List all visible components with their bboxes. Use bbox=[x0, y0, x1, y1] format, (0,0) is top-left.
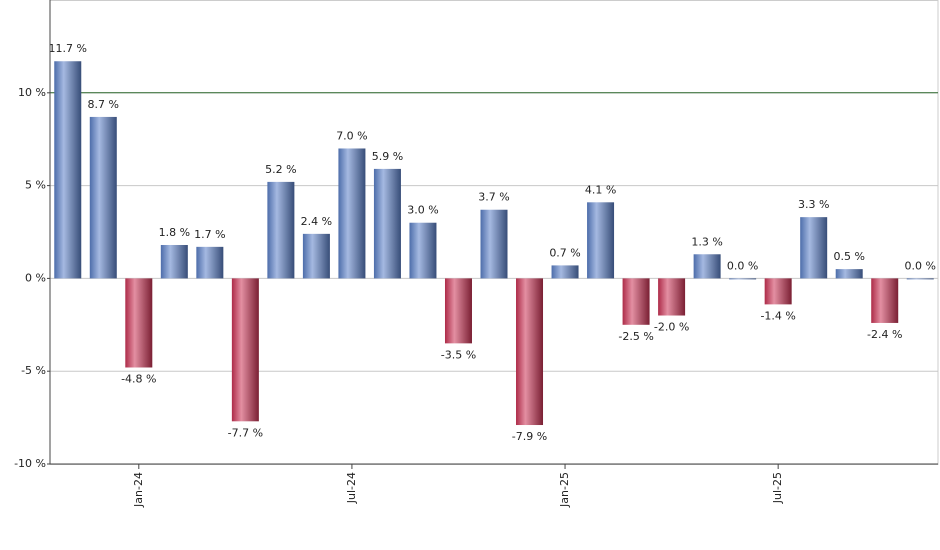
y-tick-label: 0 % bbox=[25, 271, 46, 284]
bar bbox=[800, 217, 828, 279]
value-label: 0.0 % bbox=[905, 259, 936, 272]
value-label: -2.4 % bbox=[867, 328, 902, 341]
value-label: 0.7 % bbox=[549, 246, 580, 259]
y-tick-label: -10 % bbox=[14, 457, 46, 470]
value-label: 0.5 % bbox=[833, 250, 864, 263]
value-label: -2.5 % bbox=[618, 330, 653, 343]
bar bbox=[125, 278, 153, 368]
bar bbox=[551, 265, 579, 279]
x-tick-label: Jul-25 bbox=[771, 472, 784, 504]
bar bbox=[373, 168, 401, 279]
bar bbox=[764, 278, 792, 305]
value-label: 3.0 % bbox=[407, 204, 438, 217]
bar bbox=[54, 61, 82, 279]
value-label: -3.5 % bbox=[441, 348, 476, 361]
bar bbox=[658, 278, 686, 316]
bar bbox=[231, 278, 259, 422]
bar bbox=[267, 181, 295, 279]
value-label: 5.2 % bbox=[265, 163, 296, 176]
bar bbox=[89, 116, 117, 279]
x-tick-label: Jan-25 bbox=[558, 472, 571, 508]
value-label: 0.0 % bbox=[727, 259, 758, 272]
bar bbox=[409, 222, 437, 279]
bar bbox=[302, 233, 330, 279]
y-tick-label: 10 % bbox=[18, 86, 46, 99]
value-label: -7.7 % bbox=[228, 426, 263, 439]
value-label: 1.3 % bbox=[691, 235, 722, 248]
value-label: 3.7 % bbox=[478, 191, 509, 204]
bar bbox=[587, 202, 615, 279]
value-label: 4.1 % bbox=[585, 183, 616, 196]
bar bbox=[516, 278, 544, 426]
bar bbox=[729, 278, 757, 280]
bar bbox=[480, 209, 508, 279]
bar bbox=[622, 278, 650, 325]
value-label: 11.7 % bbox=[49, 42, 87, 55]
value-label: -7.9 % bbox=[512, 430, 547, 443]
bar bbox=[693, 254, 721, 279]
bar bbox=[444, 278, 472, 344]
value-label: 7.0 % bbox=[336, 129, 367, 142]
bar bbox=[160, 244, 188, 279]
value-label: 1.7 % bbox=[194, 228, 225, 241]
bar bbox=[835, 269, 863, 279]
value-label: 3.3 % bbox=[798, 198, 829, 211]
y-tick-label: -5 % bbox=[21, 364, 46, 377]
bar bbox=[338, 148, 366, 279]
bar bbox=[871, 278, 899, 323]
x-tick-label: Jul-24 bbox=[345, 472, 358, 504]
bar bbox=[906, 278, 934, 280]
value-label: 5.9 % bbox=[372, 150, 403, 163]
value-label: 8.7 % bbox=[88, 98, 119, 111]
value-label: 2.4 % bbox=[301, 215, 332, 228]
bar bbox=[196, 246, 224, 279]
value-label: -4.8 % bbox=[121, 372, 156, 385]
value-label: -1.4 % bbox=[760, 309, 795, 322]
y-tick-label: 5 % bbox=[25, 179, 46, 192]
value-label: 1.8 % bbox=[159, 226, 190, 239]
x-tick-label: Jan-24 bbox=[132, 472, 145, 508]
value-label: -2.0 % bbox=[654, 321, 689, 334]
